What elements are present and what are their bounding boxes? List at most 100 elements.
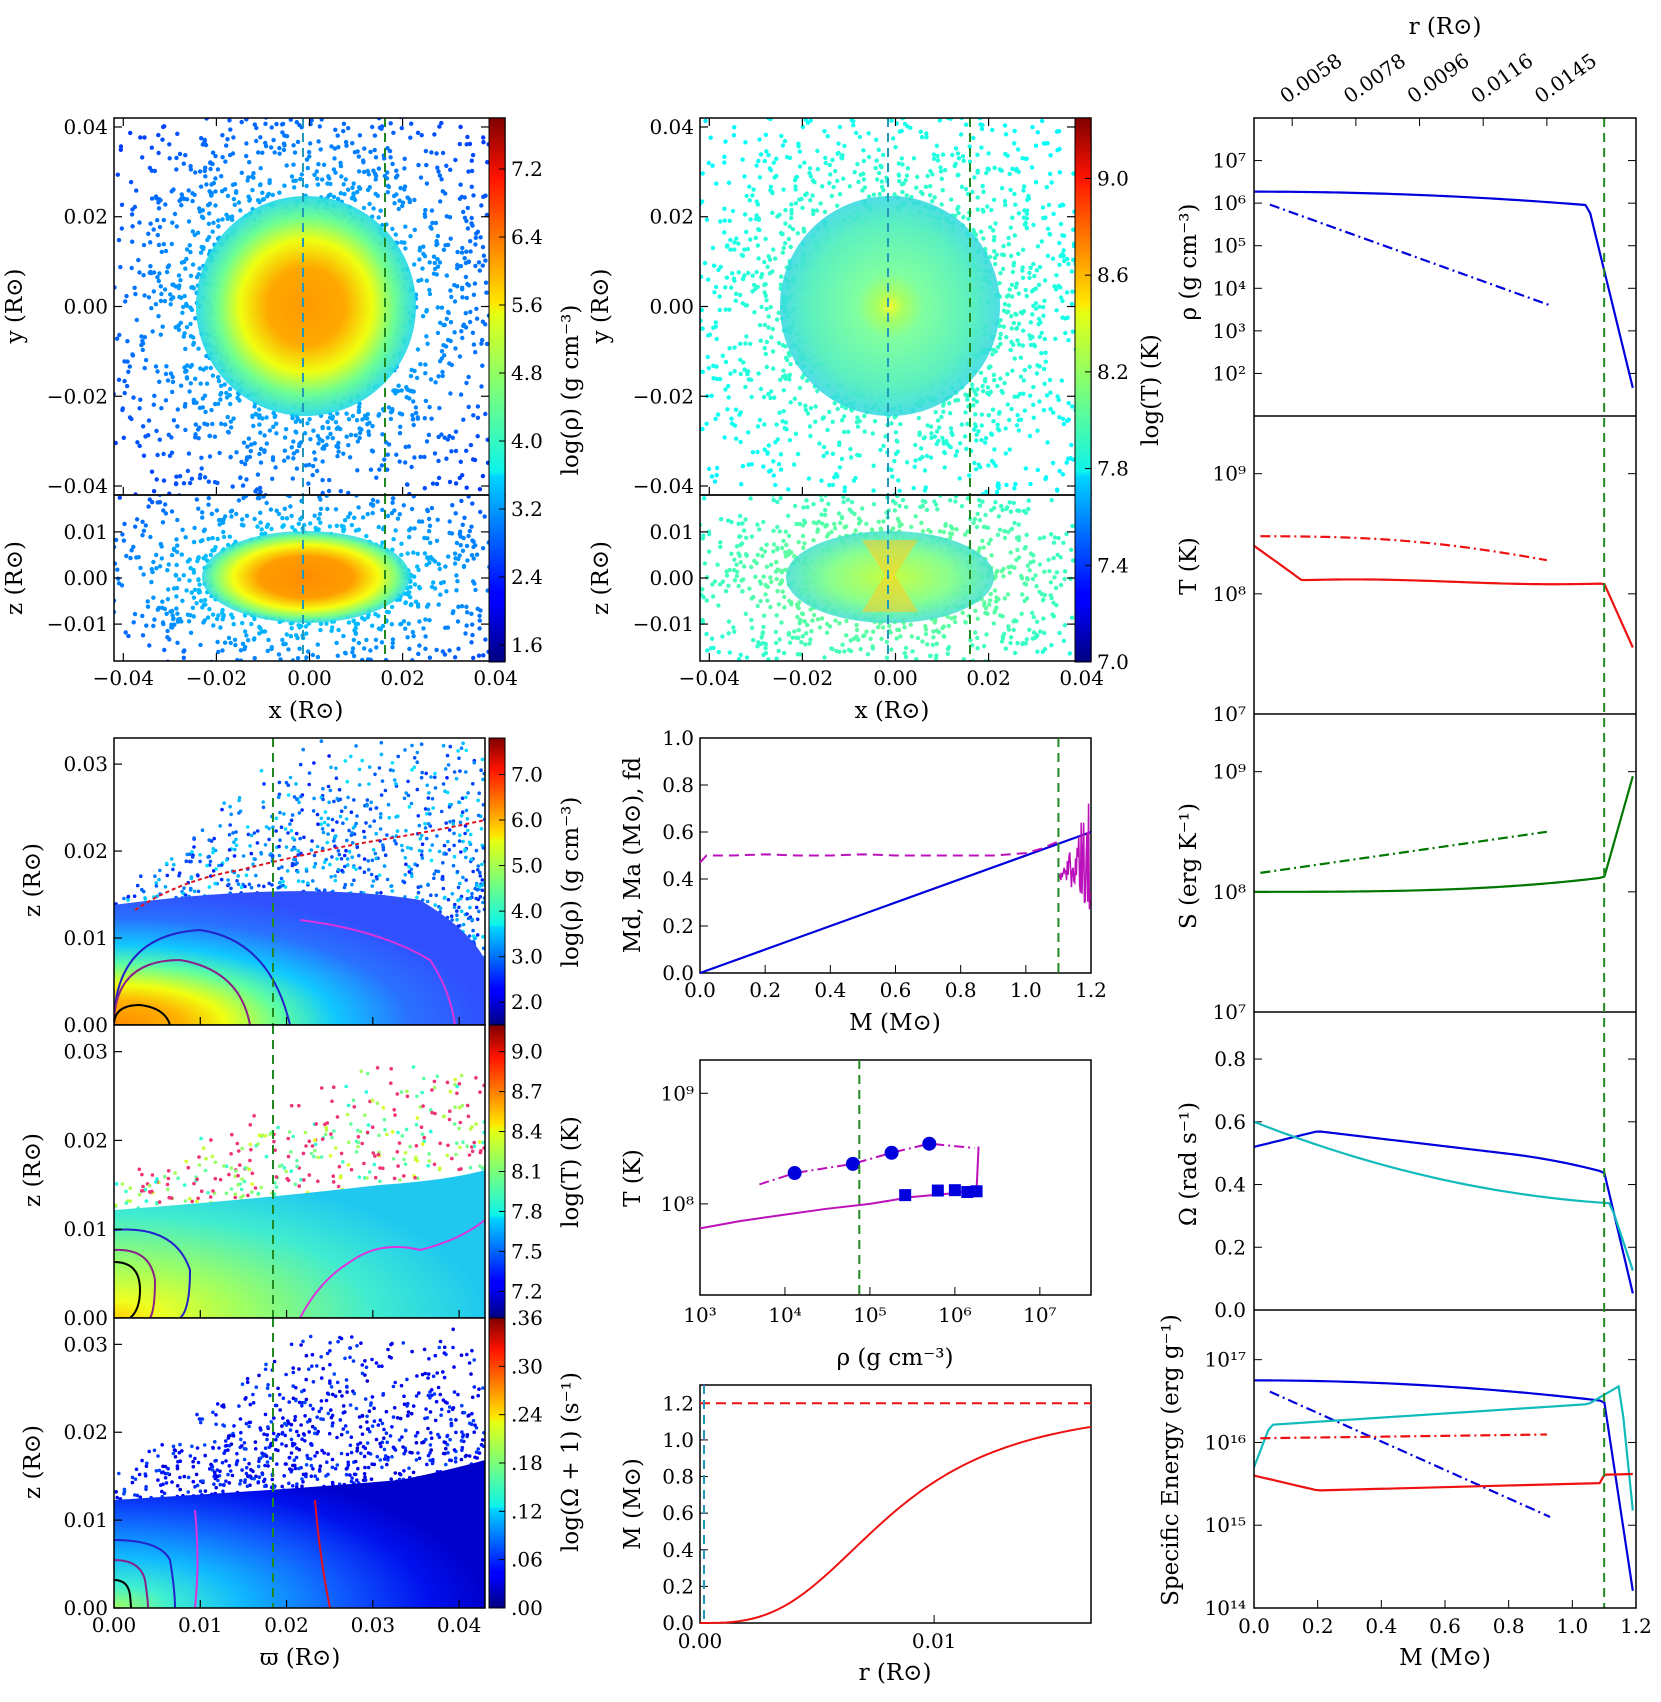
scatter-point [313, 502, 317, 506]
scatter-point [438, 592, 443, 597]
scatter-point [994, 490, 1000, 495]
scatter-point [365, 187, 371, 193]
scatter-point [799, 55, 803, 59]
scatter-point [232, 637, 238, 642]
scatter-point [1109, 335, 1113, 339]
scatter-point [654, 363, 658, 367]
scatter-point [892, 192, 897, 197]
scatter-point [1128, 285, 1132, 289]
scatter-point [47, 559, 51, 563]
scatter-point [460, 295, 465, 300]
scatter-point [927, 193, 933, 198]
scatter-point [47, 322, 51, 326]
scatter-point [421, 251, 426, 257]
scatter-point [834, 100, 838, 104]
scatter-point [891, 94, 895, 98]
scatter-point [91, 149, 95, 153]
scatter-point [215, 536, 220, 542]
scatter-point [458, 459, 463, 464]
scatter-point [257, 669, 261, 673]
scatter-point [981, 98, 985, 102]
scatter-point [511, 396, 515, 400]
scatter-point [521, 343, 525, 347]
scatter-point [992, 377, 997, 383]
scatter-point [469, 221, 474, 226]
scatter-point [454, 540, 460, 546]
scatter-point [244, 457, 249, 463]
scatter-point [304, 631, 309, 636]
scatter-point [141, 572, 146, 577]
scatter-point [103, 255, 107, 259]
scatter-point [318, 147, 323, 152]
scatter-point [522, 326, 526, 330]
scatter-point [382, 457, 387, 462]
scatter-point [777, 212, 782, 217]
scatter-point [544, 350, 548, 354]
scatter-point [202, 502, 206, 506]
scatter-point [266, 191, 272, 197]
scatter-point [282, 62, 286, 66]
scatter-point [423, 646, 428, 651]
scatter-point [372, 133, 378, 138]
scatter-point [327, 415, 333, 420]
scatter-point [429, 150, 434, 155]
scatter-point [296, 53, 300, 57]
scatter-point [466, 169, 471, 174]
scatter-point [456, 524, 460, 528]
scatter-point [364, 637, 369, 643]
scatter-point [222, 40, 226, 44]
scatter-point [192, 587, 198, 592]
scatter-point [426, 432, 432, 438]
scatter-point [435, 233, 441, 239]
scatter-point [212, 434, 218, 439]
scatter-point [174, 155, 179, 161]
scatter-point [403, 600, 408, 606]
scatter-point [4, 208, 8, 212]
scatter-point [1071, 257, 1076, 262]
scatter-point [408, 373, 414, 379]
scatter-point [418, 362, 423, 367]
scatter-point [470, 538, 475, 543]
scatter-point [269, 125, 274, 130]
scatter-point [911, 485, 916, 491]
scatter-point [133, 479, 137, 483]
scatter-point [299, 172, 304, 177]
scatter-point [388, 416, 394, 422]
scatter-point [90, 463, 94, 467]
scatter-point [973, 467, 979, 472]
scatter-point [266, 17, 270, 21]
scatter-point [457, 475, 462, 481]
scatter-point [51, 254, 55, 258]
scatter-point [529, 275, 533, 279]
scatter-point [264, 415, 269, 420]
scatter-point [202, 597, 208, 603]
density-xy-core [196, 196, 416, 416]
scatter-point [352, 197, 358, 203]
scatter-point [183, 83, 187, 87]
scatter-point [176, 273, 182, 278]
scatter-point [320, 425, 325, 431]
scatter-point [336, 449, 341, 454]
scatter-point [312, 513, 317, 518]
scatter-point [335, 454, 340, 459]
scatter-point [516, 276, 520, 280]
scatter-point [101, 268, 105, 272]
scatter-point [109, 136, 113, 140]
scatter-point [140, 155, 145, 160]
scatter-point [157, 271, 162, 276]
scatter-point [448, 167, 453, 172]
scatter-point [442, 435, 447, 440]
scatter-point [747, 198, 752, 203]
scatter-point [325, 419, 330, 425]
scatter-point [514, 257, 518, 261]
scatter-point [447, 519, 452, 524]
scatter-point [350, 671, 354, 675]
scatter-point [550, 315, 554, 319]
scatter-point [161, 124, 166, 130]
scatter-point [363, 415, 368, 420]
scatter-point [975, 23, 979, 27]
scatter-point [182, 365, 187, 370]
scatter-point [403, 460, 408, 465]
scatter-point [461, 417, 466, 422]
scatter-point [750, 110, 754, 114]
